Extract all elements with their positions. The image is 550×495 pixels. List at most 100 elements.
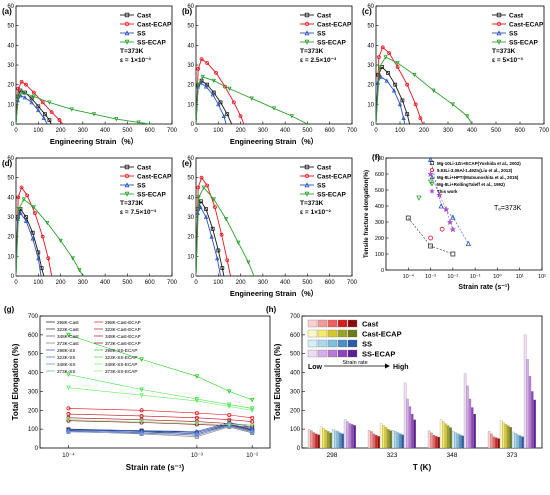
data-point: [304, 30, 310, 36]
legend-entry: 348K-SS-ECAP: [105, 362, 137, 367]
x-axis-label: Strain rate (s⁻¹): [458, 284, 509, 291]
data-point: [46, 256, 51, 261]
data-point: [209, 234, 214, 239]
data-point: [271, 106, 277, 111]
series-line: [15, 198, 84, 277]
x-axis-label: T (K): [413, 463, 432, 472]
data-point: [16, 86, 21, 91]
bar: [339, 432, 342, 449]
x-tick-label: 10⁰: [493, 273, 502, 280]
data-point: [250, 415, 255, 420]
data-point: [77, 268, 82, 273]
x-tick-label: 200: [56, 280, 67, 286]
data-point: [43, 112, 47, 117]
plot-frame: [39, 315, 271, 449]
data-point: [429, 167, 435, 173]
data-point: [196, 82, 201, 88]
panel-label: (d): [2, 159, 13, 168]
bar: [408, 406, 412, 449]
y-axis-label: Total Elongation (%): [11, 343, 20, 420]
bar: [444, 423, 448, 449]
y-tick-label: 100: [375, 252, 384, 258]
y-axis-label: Total Elongation (%): [273, 343, 282, 420]
bar: [497, 438, 500, 449]
bar: [377, 436, 380, 449]
data-point: [36, 107, 41, 113]
x-tick-label: 400: [100, 128, 111, 134]
data-point: [238, 114, 243, 119]
data-point: [66, 385, 71, 391]
bar: [507, 425, 510, 449]
x-tick-label: 10¹: [516, 274, 524, 280]
data-point: [66, 412, 71, 417]
data-point: [250, 419, 255, 424]
legend-entry: 348K-Cast-ECAP: [105, 334, 141, 339]
data-point: [304, 182, 310, 188]
x-tick-label: 10⁻¹: [470, 274, 481, 280]
x-tick-label: 400: [280, 280, 291, 286]
y-tick-label: 60: [7, 156, 14, 162]
data-point: [304, 39, 310, 45]
data-point: [289, 114, 294, 119]
data-point: [465, 240, 472, 247]
annotation-text: Tₑ=373K: [494, 205, 522, 212]
data-point: [16, 207, 21, 212]
data-point: [139, 430, 144, 436]
legend-entry: Cast: [362, 320, 379, 329]
bar: [394, 431, 397, 449]
bar: [502, 422, 505, 449]
series-line: [68, 408, 253, 419]
data-point: [29, 99, 34, 105]
y-tick-label: 40: [367, 43, 374, 49]
series-line: [195, 58, 245, 125]
x-tick-label: 100: [213, 280, 224, 286]
data-point: [219, 232, 224, 237]
data-point: [139, 387, 144, 393]
y-tick-label: 50: [7, 24, 14, 30]
data-point: [41, 115, 47, 120]
series-line: [15, 91, 150, 125]
bar: [319, 426, 323, 449]
y-tick-label: 20: [7, 83, 14, 89]
legend-entry: Cast: [509, 13, 524, 20]
y-tick-label: 100: [28, 427, 39, 433]
data-point: [124, 182, 130, 188]
bar: [343, 419, 347, 449]
panel-c: 0 100 200 300 400 500 600 700 0 10 20 30 40 50 60(c) Ca…: [362, 4, 550, 134]
data-point: [221, 113, 227, 119]
data-point: [205, 183, 210, 188]
bar: [533, 399, 536, 449]
bar: [504, 424, 508, 449]
data-point: [378, 74, 383, 79]
data-point: [211, 78, 216, 84]
legend-entry: Cast: [137, 165, 152, 172]
data-point: [405, 215, 411, 221]
legend-entry: SS: [137, 31, 146, 38]
data-point: [124, 164, 130, 170]
y-tick-label: 300: [28, 389, 39, 395]
y-tick-label: 30: [7, 63, 14, 69]
y-tick-label: 60: [7, 4, 14, 10]
y-tick-label: 50: [187, 176, 194, 182]
data-point: [36, 255, 41, 261]
y-tick-label: 30: [187, 63, 194, 69]
data-point: [431, 88, 436, 93]
data-point: [249, 96, 254, 101]
legend-entry: SS-ECAP: [362, 350, 395, 359]
bar: [523, 334, 527, 449]
trend-line: [430, 173, 454, 230]
legend-entry: SS: [317, 183, 326, 190]
legend-swatch: [337, 339, 348, 348]
x-tick-label: 100: [33, 128, 44, 134]
legend-entry: Cast-ECAP: [509, 22, 544, 29]
legend-swatch: [307, 319, 318, 328]
legend-entry: SS-ECAP: [509, 40, 539, 47]
data-point: [401, 115, 406, 120]
bar: [389, 430, 392, 449]
x-tick-label: 500: [302, 128, 313, 134]
bar: [353, 425, 356, 449]
data-point: [139, 420, 144, 425]
legend-entry: Cast-ECAP: [137, 22, 172, 29]
data-point: [194, 415, 199, 420]
